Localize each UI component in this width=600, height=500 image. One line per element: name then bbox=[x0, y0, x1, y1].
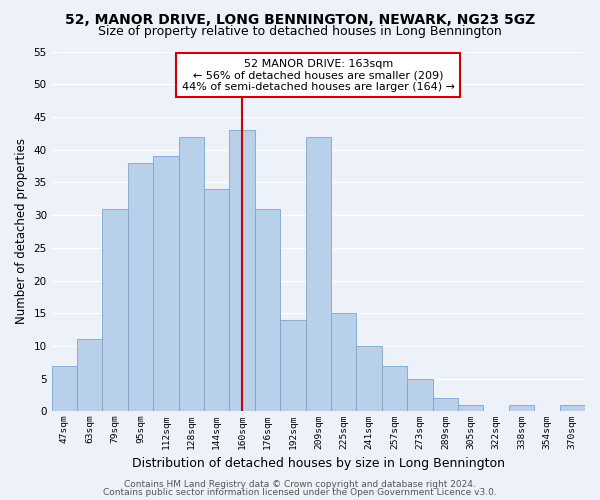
Bar bbox=[331, 313, 356, 412]
Bar bbox=[52, 366, 77, 412]
Bar bbox=[280, 320, 305, 412]
Bar bbox=[305, 136, 331, 411]
Bar bbox=[77, 340, 103, 411]
Bar bbox=[407, 378, 433, 412]
Bar bbox=[103, 208, 128, 412]
Bar bbox=[179, 136, 204, 411]
Bar bbox=[153, 156, 179, 411]
X-axis label: Distribution of detached houses by size in Long Bennington: Distribution of detached houses by size … bbox=[132, 457, 505, 470]
Bar bbox=[229, 130, 255, 412]
Text: 52 MANOR DRIVE: 163sqm  
← 56% of detached houses are smaller (209)
44% of semi-: 52 MANOR DRIVE: 163sqm ← 56% of detached… bbox=[182, 58, 455, 92]
Bar bbox=[433, 398, 458, 411]
Y-axis label: Number of detached properties: Number of detached properties bbox=[15, 138, 28, 324]
Bar bbox=[204, 189, 229, 412]
Bar bbox=[560, 405, 585, 411]
Text: 52, MANOR DRIVE, LONG BENNINGTON, NEWARK, NG23 5GZ: 52, MANOR DRIVE, LONG BENNINGTON, NEWARK… bbox=[65, 12, 535, 26]
Bar bbox=[458, 405, 484, 411]
Bar bbox=[382, 366, 407, 412]
Text: Contains public sector information licensed under the Open Government Licence v3: Contains public sector information licen… bbox=[103, 488, 497, 497]
Bar bbox=[509, 405, 534, 411]
Bar bbox=[128, 162, 153, 412]
Bar bbox=[356, 346, 382, 412]
Text: Size of property relative to detached houses in Long Bennington: Size of property relative to detached ho… bbox=[98, 25, 502, 38]
Text: Contains HM Land Registry data © Crown copyright and database right 2024.: Contains HM Land Registry data © Crown c… bbox=[124, 480, 476, 489]
Bar bbox=[255, 208, 280, 412]
